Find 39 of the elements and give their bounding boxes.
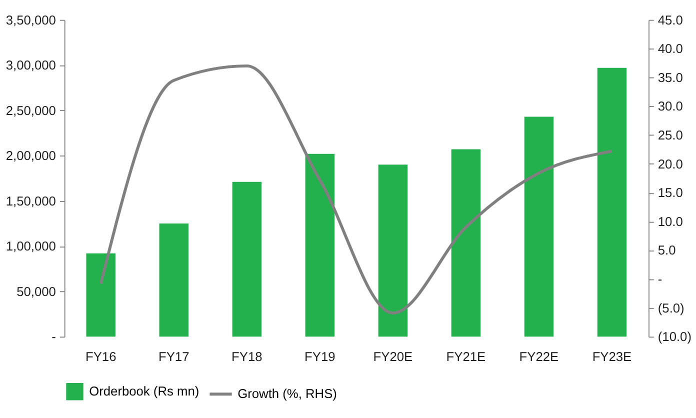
x-tick-label: FY20E: [373, 348, 413, 364]
bar: [597, 68, 627, 337]
y2-tick-label: 35.0: [658, 70, 683, 85]
y-tick-label: 1,00,000: [6, 238, 56, 254]
y2-tick-label: 40.0: [658, 41, 683, 56]
x-tick-label: FY16: [85, 348, 116, 364]
y2-tick-label: 10.0: [658, 214, 683, 229]
y2-tick-label: 15.0: [658, 185, 683, 200]
y-tick-label: 3,00,000: [6, 58, 56, 73]
bar: [232, 182, 262, 337]
y2-tick-label: -: [658, 272, 662, 287]
bar: [451, 149, 481, 337]
x-tick-label: FY22E: [519, 348, 560, 364]
y2-tick-label: (5.0): [658, 300, 684, 316]
y2-tick-label: 30.0: [658, 98, 683, 114]
line-series: [99, 64, 614, 315]
x-tick-label: FY18: [232, 348, 262, 364]
x-tick-label: FY17: [158, 348, 190, 364]
y-tick-label: 2,00,000: [6, 148, 56, 164]
bar: [524, 116, 554, 337]
legend-label: Growth (%, RHS): [238, 386, 337, 402]
legend-label: Orderbook (Rs mn): [89, 384, 200, 399]
y2-tick-label: 5.0: [658, 242, 676, 258]
y-tick-label: 3,50,000: [6, 12, 56, 28]
x-tick-label: FY21E: [446, 348, 486, 364]
y2-tick-label: 25.0: [658, 128, 683, 143]
x-tick-label: FY23E: [592, 348, 632, 364]
y-tick-label: 2,50,000: [6, 102, 56, 118]
y2-tick-label: 20.0: [658, 156, 683, 172]
bar: [86, 253, 116, 337]
bar: [305, 154, 335, 337]
y2-tick-label: (10.0): [658, 329, 692, 344]
y-tick-label: 1,50,000: [6, 193, 56, 208]
bar: [159, 224, 188, 337]
y-tick-label: -: [52, 329, 56, 344]
x-tick-label: FY19: [304, 348, 336, 364]
bar: [378, 164, 408, 337]
y-tick-label: 50,000: [16, 284, 56, 299]
y2-tick-label: 45.0: [658, 12, 683, 28]
